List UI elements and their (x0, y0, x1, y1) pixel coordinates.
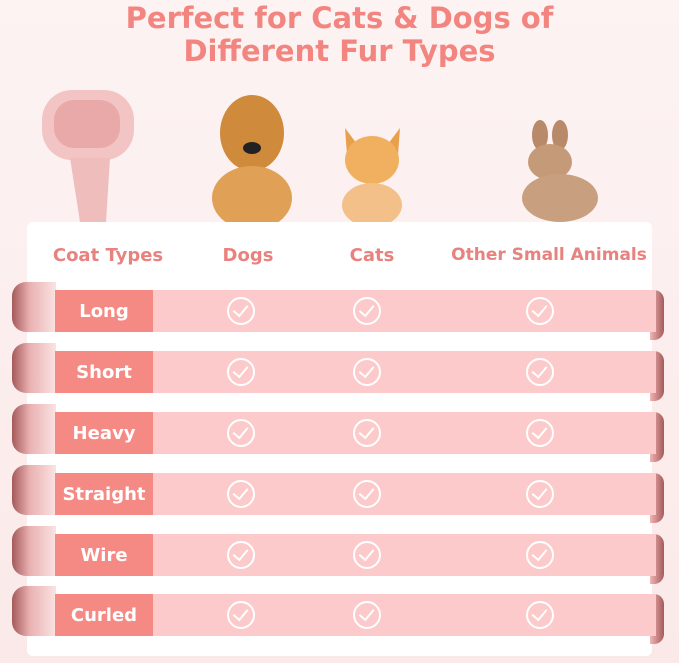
table-row: Heavy (12, 404, 664, 462)
ribbon-curl-left (12, 526, 56, 576)
ribbon-curl-left (12, 586, 56, 636)
coat-type-label: Wire (55, 534, 153, 576)
header-cats: Cats (349, 245, 395, 266)
table-row: Long (12, 282, 664, 340)
check-circle-icon (227, 297, 255, 325)
rabbit-image (522, 120, 598, 222)
check-circle-icon (353, 601, 381, 629)
table-row: Wire (12, 526, 664, 584)
check-circle-icon (353, 480, 381, 508)
coat-type-label: Long (55, 290, 153, 332)
grooming-brush-image (42, 90, 134, 222)
table-row: Curled (12, 586, 664, 644)
table-row: Short (12, 343, 664, 401)
coat-type-label: Curled (55, 594, 153, 636)
coat-type-label: Straight (55, 473, 153, 515)
check-circle-icon (227, 358, 255, 386)
check-circle-icon (526, 419, 554, 447)
header-coat-types: Coat Types (52, 245, 164, 266)
header-other-small-animals: Other Small Animals (451, 245, 647, 265)
title-line-2: Different Fur Types (183, 34, 496, 68)
check-circle-icon (526, 358, 554, 386)
check-circle-icon (353, 419, 381, 447)
page-title: Perfect for Cats & Dogs of Different Fur… (0, 2, 679, 68)
ribbon-curl-left (12, 404, 56, 454)
check-circle-icon (353, 358, 381, 386)
check-circle-icon (526, 541, 554, 569)
cat-image (342, 128, 402, 223)
check-circle-icon (353, 297, 381, 325)
check-circle-icon (227, 541, 255, 569)
coat-type-label: Short (55, 351, 153, 393)
check-circle-icon (526, 297, 554, 325)
header-dogs: Dogs (222, 245, 274, 266)
check-circle-icon (227, 480, 255, 508)
ribbon-curl-left (12, 282, 56, 332)
title-line-1: Perfect for Cats & Dogs of (125, 1, 554, 35)
check-circle-icon (526, 480, 554, 508)
check-circle-icon (227, 419, 255, 447)
ribbon-curl-left (12, 465, 56, 515)
coat-type-label: Heavy (55, 412, 153, 454)
check-circle-icon (227, 601, 255, 629)
dog-image (212, 95, 292, 223)
check-circle-icon (526, 601, 554, 629)
ribbon-curl-left (12, 343, 56, 393)
table-row: Straight (12, 465, 664, 523)
check-circle-icon (353, 541, 381, 569)
